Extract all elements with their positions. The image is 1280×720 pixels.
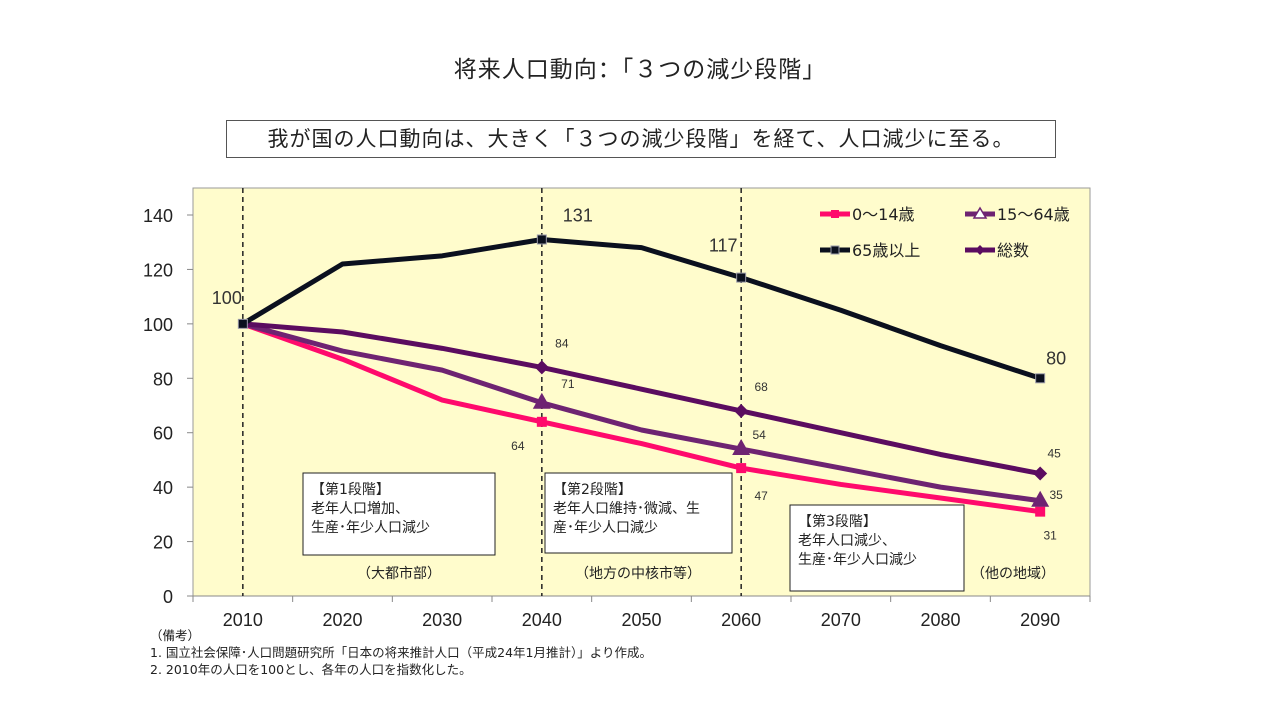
data-marker: [732, 439, 751, 456]
series-total: [242, 321, 1048, 481]
series-line: [241, 236, 1041, 381]
legend-item: 総数: [965, 241, 1029, 260]
x-tick-label: 2090: [1020, 610, 1060, 630]
data-marker: [534, 360, 549, 375]
legend: 0～14歳 15～64歳 65歳以上 総数: [820, 205, 1070, 260]
y-tick-label: 0: [163, 587, 173, 607]
notes-header: （備考）: [150, 628, 201, 643]
data-marker: [1033, 466, 1048, 481]
stage-box-frame: [544, 472, 733, 554]
stage-heading: 【第1段階】: [311, 481, 390, 498]
stage-heading: 【第3段階】: [798, 513, 877, 530]
data-label: 71: [561, 377, 575, 391]
x-tick-label: 2060: [721, 610, 761, 630]
subtitle-box: 我が国の人口動向は、大きく「３つの減少段階」を経て、人口減少に至る。: [226, 120, 1056, 158]
legend-label: 65歳以上: [852, 241, 920, 260]
y-tick-label: 80: [153, 369, 173, 389]
stage-text-line: 生産･年少人口減少: [311, 519, 430, 536]
y-tick-label: 20: [153, 533, 173, 553]
legend-item: 65歳以上: [820, 241, 920, 260]
series-age-0-14: [241, 321, 1046, 517]
stage-text-line: 生産･年少人口減少: [798, 551, 917, 568]
data-label: 117: [709, 236, 738, 256]
notes: （備考） 1. 国立社会保障･人口問題研究所「日本の将来推計人口（平成24年1月…: [150, 627, 652, 678]
x-tick-label: 2050: [621, 610, 661, 630]
series-line: [242, 321, 1041, 504]
legend-marker-icon: [975, 245, 985, 255]
page-title: 将来人口動向：「３つの減少段階」: [453, 57, 827, 83]
series-line: [242, 321, 1041, 476]
stage-box-frame: [302, 472, 496, 556]
data-label: 31: [1043, 529, 1057, 543]
data-marker: [536, 234, 547, 245]
series-age-65-plus: [237, 234, 1046, 384]
x-tick-label: 2080: [920, 610, 960, 630]
data-label: 45: [1047, 447, 1061, 461]
legend-marker-icon: [830, 245, 840, 255]
legend-label: 総数: [997, 241, 1029, 260]
x-tick-label: 2070: [821, 610, 861, 630]
y-tick-label: 120: [143, 260, 173, 280]
legend-label: 0～14歳: [852, 205, 915, 224]
data-marker: [237, 318, 248, 329]
data-label: 84: [555, 336, 569, 350]
x-tick-label: 2040: [522, 610, 562, 630]
legend-item: 0～14歳: [820, 205, 915, 224]
data-label: 47: [754, 489, 768, 503]
note-line-2: 2. 2010年の人口を100とし、各年の人口を指数化した。: [150, 662, 472, 677]
data-label: 35: [1049, 488, 1063, 502]
legend-marker-icon: [831, 210, 839, 218]
y-tick-label: 140: [143, 206, 173, 226]
data-marker: [734, 403, 749, 418]
x-tick-label: 2020: [322, 610, 362, 630]
stage-box-frame: [789, 504, 965, 592]
data-label: 131: [563, 205, 593, 225]
stage-box-3: 【第3段階】老年人口減少、生産･年少人口減少 （他の地域）: [789, 504, 1055, 592]
stage-box-1: 【第1段階】老年人口増加、生産･年少人口減少 （大都市部）: [302, 472, 496, 582]
data-label: 54: [752, 428, 766, 442]
stage-text-line: 老年人口増加、: [311, 501, 409, 517]
series-age-15-64: [242, 321, 1050, 507]
legend-label: 15～64歳: [997, 205, 1070, 224]
data-marker: [736, 272, 747, 283]
data-label: 68: [754, 380, 768, 394]
data-label: 80: [1046, 348, 1066, 368]
data-label: 100: [212, 288, 242, 308]
data-marker: [1035, 506, 1046, 517]
legend-marker-icon: [972, 206, 988, 219]
y-tick-label: 60: [153, 424, 173, 444]
stage-text-line: 老年人口減少、: [798, 532, 896, 549]
stage-box-2: 【第2段階】老年人口維持･微減、生産･年少人口減少 （地方の中核市等）: [544, 472, 733, 582]
x-tick-label: 2010: [223, 610, 263, 630]
stage-region-label: （大都市部）: [357, 565, 441, 582]
stage-region-label: （地方の中核市等）: [575, 565, 701, 582]
note-line-1: 1. 国立社会保障･人口問題研究所「日本の将来推計人口（平成24年1月推計）」よ…: [150, 645, 653, 660]
x-tick-label: 2030: [422, 610, 462, 630]
y-tick-label: 100: [143, 315, 173, 335]
data-label: 64: [511, 439, 525, 453]
stage-text-line: 産･年少人口減少: [553, 519, 658, 536]
data-marker: [736, 463, 747, 474]
data-marker: [1031, 490, 1050, 507]
series-line: [241, 321, 1041, 515]
data-marker: [1035, 373, 1046, 384]
data-marker: [536, 416, 547, 427]
stage-region-label: （他の地域）: [971, 566, 1055, 582]
y-tick-label: 40: [153, 478, 173, 498]
stage-text-line: 老年人口維持･微減、生: [553, 500, 700, 517]
legend-item: 15～64歳: [965, 205, 1070, 224]
data-marker: [532, 392, 551, 409]
stage-heading: 【第2段階】: [553, 481, 632, 498]
